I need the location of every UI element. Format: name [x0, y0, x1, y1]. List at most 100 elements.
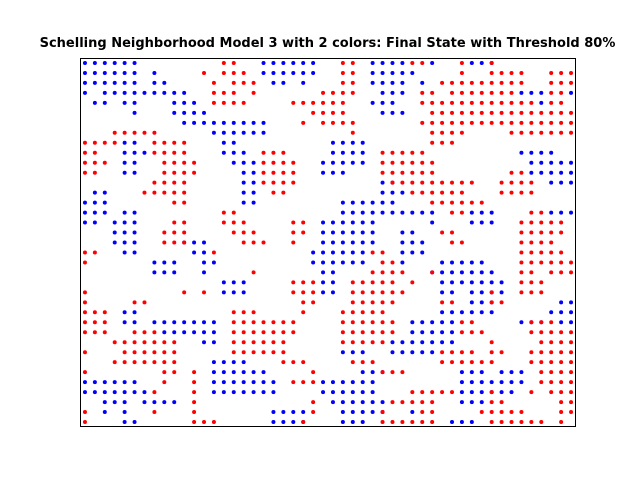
- data-point: [202, 290, 206, 295]
- data-point: [231, 100, 236, 105]
- data-point: [221, 220, 226, 225]
- data-point: [430, 400, 435, 405]
- data-point: [410, 390, 415, 395]
- data-point: [92, 210, 97, 215]
- data-point: [559, 260, 564, 265]
- data-point: [489, 300, 494, 305]
- data-point: [330, 390, 335, 395]
- data-point: [182, 170, 187, 175]
- data-point: [469, 110, 474, 115]
- data-point: [112, 140, 117, 145]
- data-point: [221, 90, 226, 95]
- data-point: [440, 350, 445, 355]
- data-point: [529, 150, 534, 155]
- data-point: [569, 260, 574, 265]
- data-point: [380, 400, 385, 405]
- data-point: [450, 260, 454, 265]
- data-point: [102, 60, 107, 65]
- data-point: [440, 340, 445, 345]
- data-point: [459, 400, 464, 405]
- data-point: [440, 80, 445, 85]
- data-point: [132, 90, 137, 95]
- data-point: [261, 60, 266, 65]
- data-point: [142, 300, 147, 305]
- data-point: [450, 300, 454, 305]
- data-point: [569, 110, 574, 115]
- data-point: [102, 160, 107, 165]
- data-point: [132, 350, 137, 355]
- data-point: [251, 190, 256, 195]
- data-point: [281, 360, 286, 365]
- data-point: [499, 400, 504, 405]
- data-point: [271, 80, 276, 85]
- data-point: [350, 220, 355, 225]
- data-point: [529, 330, 534, 335]
- data-point: [459, 260, 464, 265]
- data-point: [231, 290, 236, 295]
- data-point: [479, 380, 484, 385]
- data-point: [499, 100, 504, 105]
- data-point: [122, 420, 127, 425]
- data-point: [499, 80, 504, 85]
- data-point: [241, 120, 246, 125]
- data-point: [301, 410, 306, 415]
- data-point: [152, 80, 157, 85]
- data-point: [82, 310, 87, 315]
- data-point: [211, 370, 216, 375]
- data-point: [340, 90, 345, 95]
- data-point: [92, 190, 97, 195]
- data-point: [440, 110, 445, 115]
- data-point: [410, 190, 415, 195]
- data-point: [499, 390, 504, 395]
- data-point: [549, 230, 554, 235]
- data-point: [430, 160, 435, 165]
- data-point: [539, 360, 544, 365]
- data-point: [271, 350, 276, 355]
- data-point: [350, 240, 355, 245]
- data-point: [469, 290, 474, 295]
- data-point: [559, 390, 564, 395]
- data-point: [430, 330, 435, 335]
- data-point: [261, 350, 266, 355]
- data-point: [172, 170, 177, 175]
- data-point: [182, 200, 187, 205]
- data-point: [162, 140, 167, 145]
- data-point: [489, 80, 494, 85]
- data-point: [549, 260, 554, 265]
- data-point: [122, 320, 127, 325]
- data-point: [489, 120, 494, 125]
- data-point: [350, 70, 355, 75]
- data-point: [390, 190, 395, 195]
- data-point: [529, 390, 534, 395]
- data-point: [162, 270, 167, 275]
- data-point: [519, 220, 524, 225]
- data-point: [112, 380, 117, 385]
- data-point: [400, 60, 405, 65]
- data-point: [231, 140, 236, 145]
- data-point: [311, 410, 316, 415]
- data-point: [459, 80, 464, 85]
- data-point: [400, 150, 405, 155]
- data-point: [251, 130, 256, 135]
- data-point: [132, 220, 137, 225]
- data-point: [291, 290, 296, 295]
- data-point: [162, 180, 167, 185]
- data-point: [420, 320, 425, 325]
- data-point: [350, 200, 355, 205]
- data-point: [360, 360, 365, 365]
- data-point: [271, 160, 276, 165]
- data-point: [370, 310, 375, 315]
- data-point: [192, 380, 197, 385]
- data-point: [410, 60, 415, 65]
- data-point: [479, 290, 484, 295]
- data-point: [182, 330, 187, 335]
- data-point: [92, 310, 97, 315]
- data-point: [82, 80, 87, 85]
- data-point: [291, 220, 296, 225]
- data-point: [311, 400, 316, 405]
- data-point: [231, 130, 236, 135]
- data-point: [281, 80, 286, 85]
- data-point: [182, 150, 187, 155]
- data-point: [132, 320, 137, 325]
- data-point: [172, 180, 177, 185]
